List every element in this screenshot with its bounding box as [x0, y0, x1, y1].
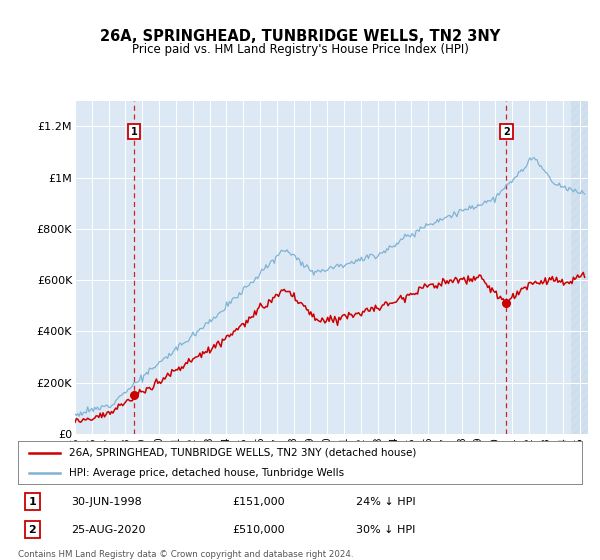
Text: 26A, SPRINGHEAD, TUNBRIDGE WELLS, TN2 3NY: 26A, SPRINGHEAD, TUNBRIDGE WELLS, TN2 3N… [100, 29, 500, 44]
Text: 2: 2 [503, 127, 510, 137]
Text: Contains HM Land Registry data © Crown copyright and database right 2024.
This d: Contains HM Land Registry data © Crown c… [18, 550, 353, 560]
Text: 1: 1 [28, 497, 36, 507]
Text: £151,000: £151,000 [232, 497, 285, 507]
Text: 2: 2 [28, 525, 36, 535]
Text: £510,000: £510,000 [232, 525, 285, 535]
Text: 26A, SPRINGHEAD, TUNBRIDGE WELLS, TN2 3NY (detached house): 26A, SPRINGHEAD, TUNBRIDGE WELLS, TN2 3N… [69, 447, 416, 458]
Text: 25-AUG-2020: 25-AUG-2020 [71, 525, 146, 535]
Text: Price paid vs. HM Land Registry's House Price Index (HPI): Price paid vs. HM Land Registry's House … [131, 43, 469, 56]
Text: 1: 1 [130, 127, 137, 137]
Text: 30% ↓ HPI: 30% ↓ HPI [356, 525, 416, 535]
Text: 30-JUN-1998: 30-JUN-1998 [71, 497, 142, 507]
Text: 24% ↓ HPI: 24% ↓ HPI [356, 497, 416, 507]
Text: HPI: Average price, detached house, Tunbridge Wells: HPI: Average price, detached house, Tunb… [69, 468, 344, 478]
Bar [571, 101, 588, 434]
